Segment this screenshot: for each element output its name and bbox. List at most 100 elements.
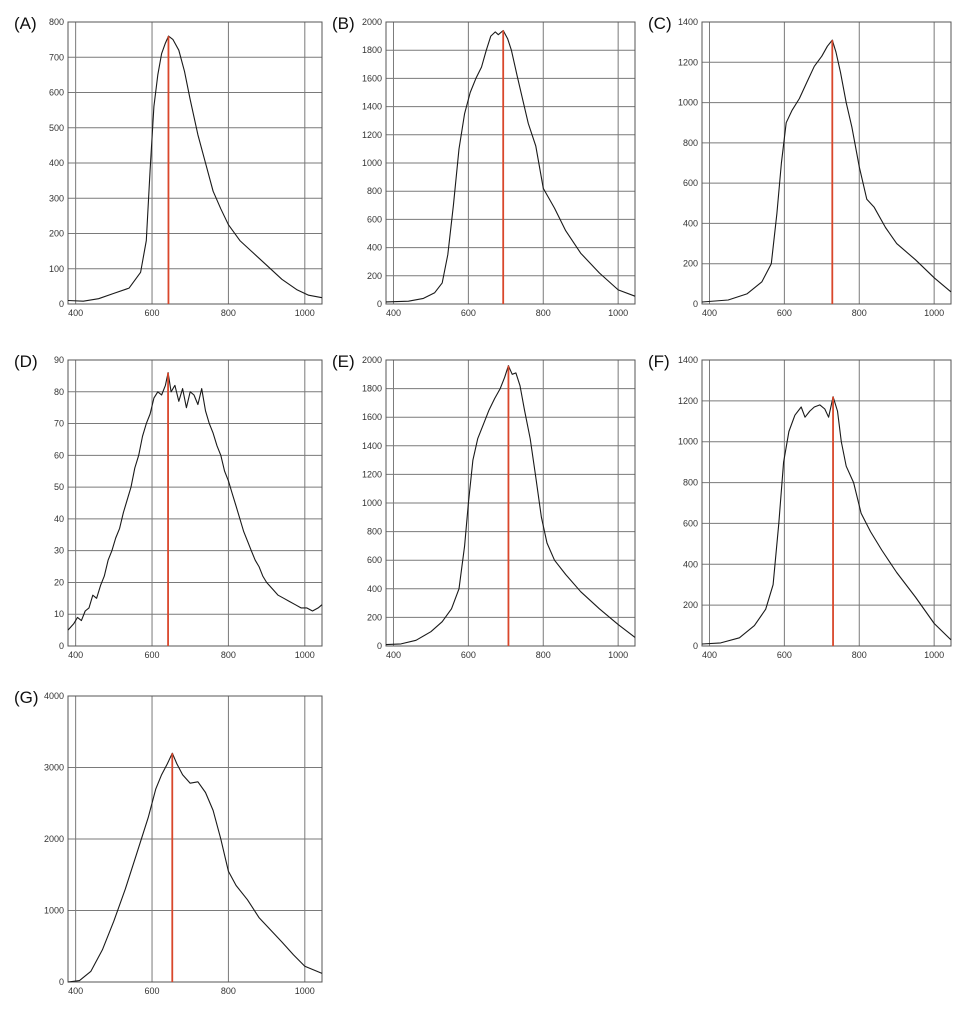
spectrum-line (67, 372, 323, 631)
panel-label-g: (G) (14, 688, 39, 707)
y-tick-label: 3000 (44, 763, 64, 773)
x-tick-label: 600 (145, 650, 160, 660)
chart-panel-d: 0 10 20 30 40 50 60 70 80 90 400 600 800 1000 (D) (14, 352, 324, 662)
y-tick-label: 200 (683, 600, 698, 610)
panel-label-e: (E) (332, 352, 355, 371)
y-tick-label: 300 (49, 193, 64, 203)
y-tick-label: 1200 (678, 57, 698, 67)
y-tick-label: 800 (49, 17, 64, 27)
y-tick-label: 20 (54, 577, 64, 587)
x-tick-label: 1000 (608, 308, 628, 318)
x-tick-label: 800 (536, 650, 551, 660)
x-tick-label: 1000 (924, 650, 944, 660)
y-tick-label: 0 (59, 641, 64, 651)
y-tick-label: 200 (367, 271, 382, 281)
x-tick-label: 400 (68, 650, 83, 660)
y-tick-label: 60 (54, 450, 64, 460)
y-tick-label: 200 (683, 259, 698, 269)
chart-panel-f: 0 200 400 600 800 1000 1200 1400 400 600 800 1000 (… (648, 352, 953, 662)
y-tick-label: 1000 (362, 498, 382, 508)
x-tick-label: 400 (386, 308, 401, 318)
x-tick-label: 800 (221, 308, 236, 318)
y-tick-label: 1200 (678, 396, 698, 406)
y-tick-label: 800 (683, 138, 698, 148)
y-tick-label: 0 (377, 641, 382, 651)
chart-panel-e: 0 200 400 600 800 1000 1200 1400 1600 1800 2000 400… (332, 352, 637, 662)
y-tick-label: 1400 (362, 102, 382, 112)
x-tick-label: 800 (221, 650, 236, 660)
y-tick-label: 4000 (44, 691, 64, 701)
y-tick-label: 800 (367, 527, 382, 537)
spectrum-line (67, 752, 323, 983)
y-tick-label: 1000 (44, 906, 64, 916)
y-tick-label: 400 (49, 158, 64, 168)
x-tick-label: 400 (702, 308, 717, 318)
chart-b: 0 200 400 600 800 1000 1200 1400 1600 1800 2000 400… (362, 17, 636, 318)
y-tick-label: 0 (693, 299, 698, 309)
y-tick-label: 50 (54, 482, 64, 492)
spectrum-line (701, 396, 952, 645)
y-tick-label: 600 (367, 555, 382, 565)
x-tick-label: 600 (777, 308, 792, 318)
y-tick-label: 1200 (362, 130, 382, 140)
plot-frame (701, 21, 952, 305)
chart-e: 0 200 400 600 800 1000 1200 1400 1600 1800 2000 400… (362, 355, 636, 660)
y-tick-label: 1400 (362, 441, 382, 451)
y-tick-label: 2000 (44, 834, 64, 844)
y-tick-label: 0 (377, 299, 382, 309)
spectrum-line (67, 35, 323, 302)
y-tick-label: 40 (54, 514, 64, 524)
y-tick-label: 70 (54, 419, 64, 429)
spectrum-line (385, 29, 636, 303)
x-tick-label: 600 (145, 986, 160, 996)
plot-frame (67, 695, 323, 983)
y-tick-label: 800 (683, 478, 698, 488)
plot-frame (701, 359, 952, 647)
y-tick-label: 30 (54, 546, 64, 556)
y-tick-label: 800 (367, 186, 382, 196)
y-tick-label: 600 (367, 214, 382, 224)
y-tick-label: 90 (54, 355, 64, 365)
y-tick-label: 100 (49, 264, 64, 274)
chart-panel-c: 0 200 400 600 800 1000 1200 1400 400 600 800 1000 (… (648, 14, 953, 320)
x-tick-label: 800 (536, 308, 551, 318)
y-tick-label: 600 (683, 518, 698, 528)
panel-label-a: (A) (14, 14, 37, 33)
chart-g: 0 1000 2000 3000 4000 400 600 800 1000 (44, 691, 323, 996)
y-tick-label: 400 (367, 243, 382, 253)
y-tick-label: 400 (683, 559, 698, 569)
chart-d: 0 10 20 30 40 50 60 70 80 90 400 600 800 1000 (54, 355, 323, 660)
plot-frame (67, 359, 323, 647)
y-tick-label: 600 (49, 88, 64, 98)
y-tick-label: 200 (367, 612, 382, 622)
x-tick-label: 400 (68, 308, 83, 318)
y-tick-label: 0 (693, 641, 698, 651)
y-tick-label: 1200 (362, 469, 382, 479)
y-tick-label: 200 (49, 229, 64, 239)
y-tick-label: 0 (59, 299, 64, 309)
y-tick-label: 1600 (362, 412, 382, 422)
y-tick-label: 500 (49, 123, 64, 133)
spectrum-line (701, 39, 952, 303)
plot-frame (385, 21, 636, 305)
y-tick-label: 1800 (362, 45, 382, 55)
y-tick-label: 600 (683, 178, 698, 188)
panel-label-c: (C) (648, 14, 672, 33)
y-tick-label: 1400 (678, 355, 698, 365)
y-tick-label: 400 (683, 218, 698, 228)
spectrum-line (385, 365, 636, 646)
y-tick-label: 10 (54, 609, 64, 619)
chart-panel-g: 0 1000 2000 3000 4000 400 600 800 1000 (G) (14, 688, 324, 998)
chart-panel-b: 0 200 400 600 800 1000 1200 1400 1600 1800 2000 400… (332, 14, 637, 320)
y-tick-label: 1000 (678, 437, 698, 447)
x-tick-label: 800 (221, 986, 236, 996)
chart-a: 0 100 200 300 400 500 600 700 800 400 600 800 1000 (49, 17, 323, 318)
panel-label-f: (F) (648, 352, 670, 371)
chart-c: 0 200 400 600 800 1000 1200 1400 400 600 800 1000 (678, 17, 952, 318)
x-tick-label: 800 (852, 308, 867, 318)
y-tick-label: 2000 (362, 17, 382, 27)
x-tick-label: 1000 (295, 308, 315, 318)
x-tick-label: 400 (386, 650, 401, 660)
panel-label-d: (D) (14, 352, 38, 371)
x-tick-label: 400 (702, 650, 717, 660)
